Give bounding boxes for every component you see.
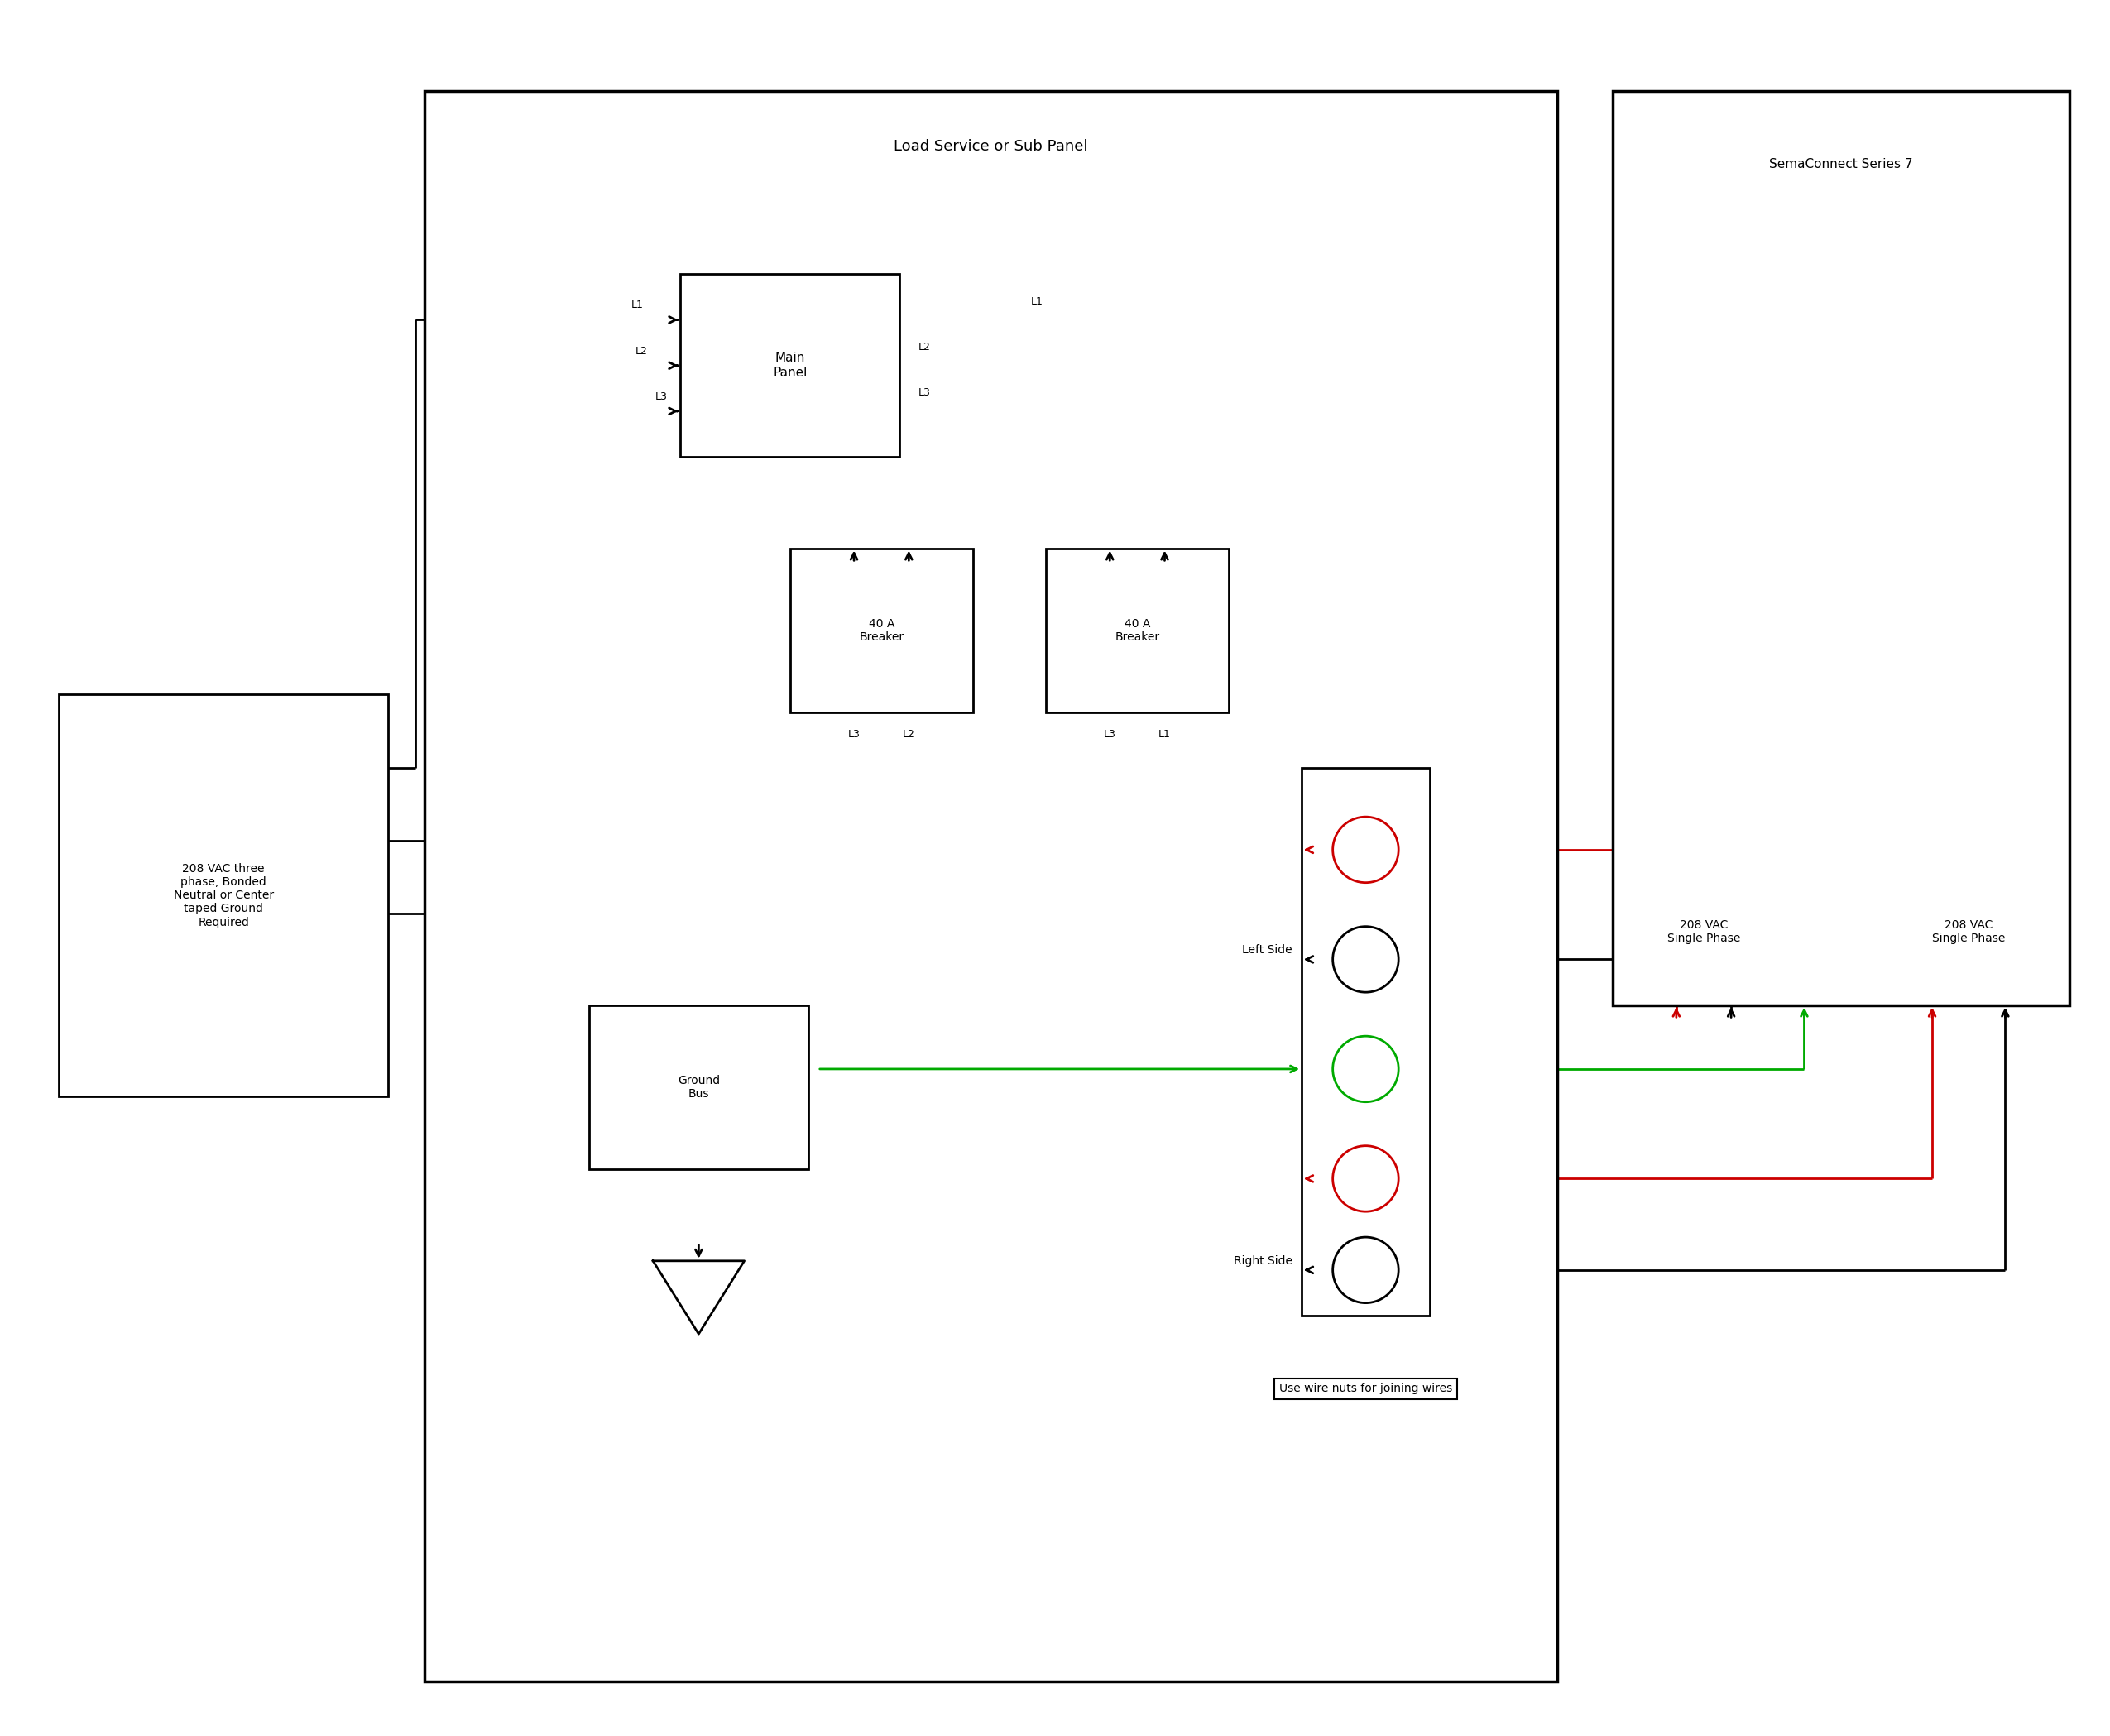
- Text: Use wire nuts for joining wires: Use wire nuts for joining wires: [1279, 1384, 1452, 1394]
- Text: L1: L1: [631, 300, 644, 311]
- Bar: [1612, 92, 2070, 1005]
- Bar: [679, 274, 899, 457]
- Text: SemaConnect Series 7: SemaConnect Series 7: [1768, 158, 1912, 170]
- Bar: [589, 1005, 808, 1170]
- Text: L2: L2: [918, 342, 931, 352]
- Bar: [424, 92, 1557, 1680]
- Text: Left Side: Left Side: [1243, 944, 1293, 957]
- Text: 40 A
Breaker: 40 A Breaker: [1114, 618, 1160, 642]
- Circle shape: [1334, 1146, 1399, 1212]
- Circle shape: [1334, 1036, 1399, 1102]
- Text: Load Service or Sub Panel: Load Service or Sub Panel: [895, 139, 1089, 155]
- Text: L2: L2: [903, 729, 916, 740]
- Text: Main
Panel: Main Panel: [772, 352, 808, 378]
- Text: 40 A
Breaker: 40 A Breaker: [859, 618, 903, 642]
- Text: Right Side: Right Side: [1234, 1255, 1293, 1267]
- Circle shape: [1334, 927, 1399, 993]
- Text: 208 VAC
Single Phase: 208 VAC Single Phase: [1667, 920, 1741, 944]
- Text: L3: L3: [918, 387, 931, 398]
- Circle shape: [1334, 818, 1399, 882]
- Circle shape: [1334, 1238, 1399, 1304]
- Text: 208 VAC three
phase, Bonded
Neutral or Center
taped Ground
Required: 208 VAC three phase, Bonded Neutral or C…: [173, 863, 274, 929]
- Bar: [59, 694, 388, 1097]
- Bar: [1047, 549, 1228, 713]
- Bar: [789, 549, 973, 713]
- Text: L1: L1: [1158, 729, 1171, 740]
- Text: L1: L1: [1030, 297, 1042, 307]
- Text: Ground
Bus: Ground Bus: [677, 1075, 720, 1101]
- Text: L3: L3: [1104, 729, 1116, 740]
- Text: 208 VAC
Single Phase: 208 VAC Single Phase: [1933, 920, 2004, 944]
- Text: L3: L3: [848, 729, 861, 740]
- Text: L3: L3: [656, 391, 667, 403]
- Text: L2: L2: [635, 345, 648, 356]
- Bar: [1302, 767, 1431, 1316]
